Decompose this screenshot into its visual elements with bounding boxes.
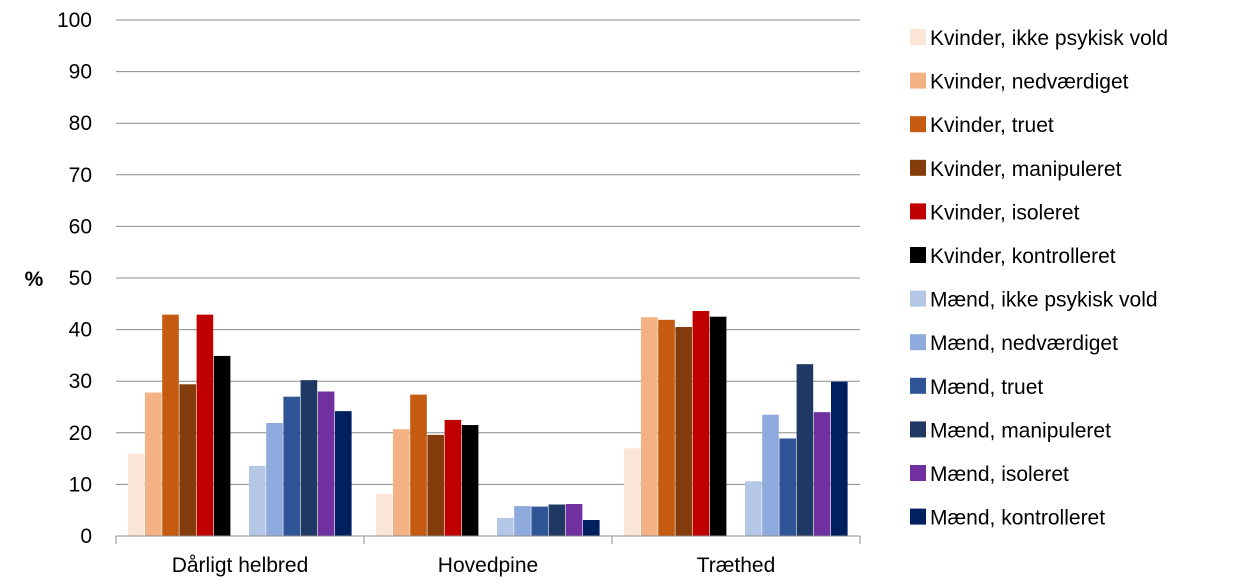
legend-swatch	[910, 421, 926, 438]
legend-label: Kvinder, kontrolleret	[930, 245, 1116, 268]
bar	[548, 504, 566, 536]
bar	[375, 493, 393, 536]
bar	[531, 506, 548, 536]
bar	[675, 327, 692, 536]
legend-item: Kvinder, isoleret	[910, 201, 1080, 224]
legend-swatch	[910, 203, 926, 220]
y-tick-label: 70	[69, 164, 92, 187]
bar	[410, 394, 427, 536]
bar	[583, 520, 600, 536]
bar	[497, 517, 514, 536]
y-tick-label: 40	[69, 319, 92, 342]
legend-label: Kvinder, manipuleret	[930, 158, 1122, 181]
bar	[266, 423, 283, 536]
legend-item: Kvinder, truet	[910, 114, 1054, 137]
legend-swatch	[910, 116, 926, 133]
bar	[335, 411, 352, 536]
bar	[283, 396, 300, 536]
legend-item: Mænd, truet	[910, 376, 1043, 399]
bar	[162, 314, 179, 536]
bar	[127, 453, 145, 536]
bar	[179, 384, 196, 536]
legend-swatch	[910, 72, 926, 89]
bar	[623, 448, 641, 536]
legend-label: Kvinder, isoleret	[930, 201, 1080, 224]
y-tick-label: 60	[69, 215, 92, 238]
bar	[813, 412, 831, 536]
y-tick-label: 50	[69, 267, 92, 290]
bar	[514, 506, 531, 536]
legend-swatch	[910, 508, 926, 525]
legend-label: Mænd, kontrolleret	[930, 507, 1105, 530]
bar	[444, 419, 462, 536]
legend-item: Mænd, nedværdiget	[910, 332, 1118, 355]
bar	[300, 380, 318, 536]
bar	[393, 429, 410, 536]
legend-swatch	[910, 290, 926, 307]
legend-swatch	[910, 377, 926, 394]
bar	[213, 355, 231, 536]
x-tick-label: Dårligt helbred	[172, 554, 309, 577]
axes: 0 10 20 30 40 50 60 70 80 90 100% Dårligt helbred Ho…	[25, 9, 861, 577]
legend: Kvinder, ikke psykisk vold Kvinder, nedvæ…	[910, 27, 1168, 530]
bar	[565, 504, 583, 536]
bar	[796, 364, 814, 536]
bar	[461, 425, 479, 536]
legend-label: Kvinder, truet	[930, 114, 1054, 137]
bar	[745, 481, 762, 536]
bar	[317, 391, 335, 536]
legend-label: Mænd, isoleret	[930, 463, 1069, 486]
legend-label: Kvinder, ikke psykisk vold	[930, 27, 1168, 50]
legend-swatch	[910, 334, 926, 351]
legend-label: Mænd, truet	[930, 376, 1043, 399]
legend-item: Mænd, manipuleret	[910, 419, 1111, 442]
y-tick-label: 100	[57, 9, 92, 32]
legend-item: Kvinder, kontrolleret	[910, 245, 1116, 268]
legend-label: Mænd, ikke psykisk vold	[930, 289, 1158, 312]
bar	[762, 414, 779, 536]
x-tick-label: Træthed	[697, 554, 776, 577]
bar	[831, 381, 848, 536]
bar	[658, 319, 675, 536]
legend-item: Kvinder, ikke psykisk vold	[910, 27, 1168, 50]
bar	[709, 316, 727, 536]
legend-swatch	[910, 159, 926, 176]
y-tick-label: 0	[80, 525, 92, 548]
legend-item: Mænd, isoleret	[910, 463, 1069, 486]
legend-swatch	[910, 247, 926, 263]
bar	[641, 317, 658, 536]
y-axis-label: %	[25, 268, 44, 291]
legend-label: Mænd, manipuleret	[930, 419, 1111, 442]
legend-item: Mænd, ikke psykisk vold	[910, 289, 1158, 312]
gridlines	[116, 19, 860, 485]
legend-label: Kvinder, nedværdiget	[930, 71, 1129, 94]
legend-label: Mænd, nedværdiget	[930, 332, 1118, 355]
legend-swatch	[910, 29, 926, 45]
legend-item: Kvinder, nedværdiget	[910, 71, 1129, 94]
bar	[692, 311, 710, 536]
x-tick-label: Hovedpine	[438, 554, 538, 577]
y-tick-label: 90	[69, 61, 92, 84]
legend-item: Kvinder, manipuleret	[910, 158, 1122, 181]
bar	[145, 392, 162, 536]
legend-item: Mænd, kontrolleret	[910, 507, 1105, 530]
bar	[779, 438, 796, 536]
bar	[249, 465, 266, 536]
y-tick-label: 10	[69, 473, 92, 496]
bars	[127, 311, 848, 536]
bar	[196, 314, 214, 536]
y-tick-label: 20	[69, 422, 92, 445]
y-tick-label: 30	[69, 370, 92, 393]
y-tick-label: 80	[69, 112, 92, 135]
legend-swatch	[910, 465, 926, 481]
bar	[427, 434, 444, 536]
